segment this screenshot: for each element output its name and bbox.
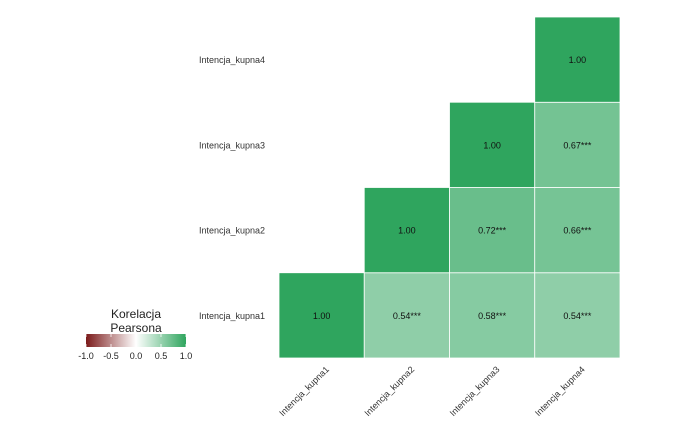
y-tick-label: Intencja_kupna3 [199, 140, 265, 150]
x-tick-label: Intencja_kupna3 [448, 364, 502, 418]
heatmap-cell [363, 187, 450, 274]
x-tick-label: Intencja_kupna4 [533, 364, 587, 418]
y-tick-label: Intencja_kupna4 [199, 55, 265, 65]
legend-color-bar [86, 334, 186, 347]
x-tick-label: Intencja_kupna2 [363, 364, 417, 418]
legend-title-line1: Korelacja [111, 307, 161, 321]
heatmap-cells: 1.00 0.54*** 0.58*** 0.54*** 1.00 0.72*** 0.66… [278, 16, 621, 359]
heatmap-cell [534, 101, 621, 188]
cell-value-label: 0.66*** [563, 226, 592, 236]
cell-value-label: 0.54*** [393, 311, 422, 321]
cell-value-label: 1.00 [398, 226, 416, 236]
cell-value-label: 0.72*** [478, 226, 507, 236]
heatmap-cell [534, 272, 621, 359]
y-tick-label: Intencja_kupna1 [199, 311, 265, 321]
cell-value-label: 0.67*** [563, 140, 592, 150]
legend-tick-label: 0.5 [155, 351, 168, 361]
x-axis-labels: Intencja_kupna1 Intencja_kupna2 Intencja_k… [277, 364, 587, 418]
y-tick-label: Intencja_kupna2 [199, 226, 265, 236]
legend-tick-label: -1.0 [78, 351, 94, 361]
cell-value-label: 0.58*** [478, 311, 507, 321]
heatmap-cell [278, 272, 365, 359]
heatmap-cell [363, 272, 450, 359]
cell-value-label: 0.54*** [563, 311, 592, 321]
cell-value-label: 1.00 [313, 311, 331, 321]
heatmap-cell [449, 187, 536, 274]
heatmap-cell [534, 16, 621, 103]
legend-tick-label: -0.5 [103, 351, 119, 361]
legend-title-line2: Pearsona [110, 321, 162, 335]
cell-value-label: 1.00 [483, 140, 501, 150]
heatmap-cell [449, 101, 536, 188]
color-legend: Korelacja Pearsona -1.0 -0.5 0.0 0.5 1.0 [78, 307, 192, 361]
heatmap-cell [534, 187, 621, 274]
x-tick-label: Intencja_kupna1 [277, 364, 331, 418]
legend-tick-label: 1.0 [180, 351, 193, 361]
cell-value-label: 1.00 [569, 55, 587, 65]
legend-tick-label: 0.0 [130, 351, 143, 361]
legend-ticks: -1.0 -0.5 0.0 0.5 1.0 [78, 334, 192, 361]
y-axis-labels: Intencja_kupna1 Intencja_kupna2 Intencja_k… [199, 55, 265, 321]
